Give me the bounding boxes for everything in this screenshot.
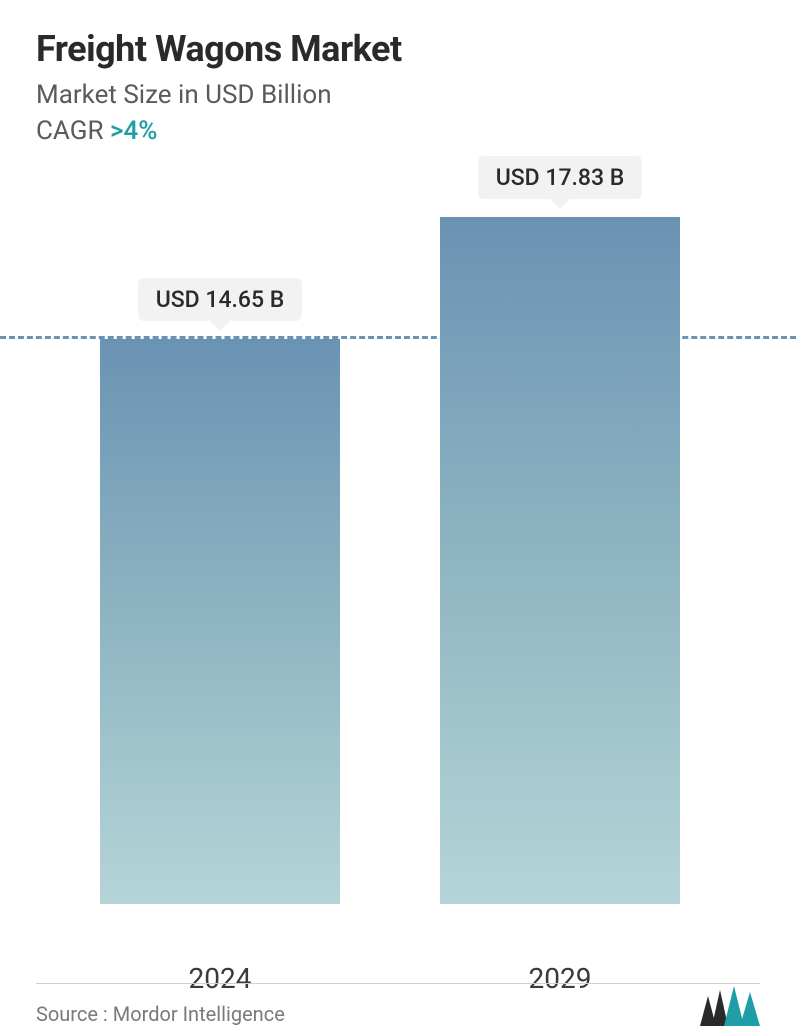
- bar: [440, 217, 680, 904]
- cagr-label: CAGR: [36, 116, 110, 146]
- bar: [100, 339, 340, 904]
- chart-plot-area: USD 14.65 BUSD 17.83 B: [0, 210, 796, 904]
- chart-header: Freight Wagons Market Market Size in USD…: [0, 0, 796, 146]
- footer-divider: [36, 983, 760, 984]
- cagr-line: CAGR >4%: [36, 116, 760, 146]
- chart-subtitle: Market Size in USD Billion: [36, 80, 760, 110]
- cagr-value: >4%: [110, 116, 157, 146]
- bar-value-label-wrap: USD 14.65 B: [100, 278, 340, 321]
- mordor-logo-icon: [700, 986, 760, 1026]
- bar-value-label: USD 17.83 B: [478, 156, 643, 199]
- bars-container: USD 14.65 BUSD 17.83 B: [0, 210, 796, 904]
- chart-title: Freight Wagons Market: [36, 28, 760, 70]
- chart-footer: Source : Mordor Intelligence: [0, 986, 796, 1026]
- bar-value-label: USD 14.65 B: [138, 278, 303, 321]
- source-text: Source : Mordor Intelligence: [36, 1002, 285, 1026]
- bar-value-label-wrap: USD 17.83 B: [440, 156, 680, 199]
